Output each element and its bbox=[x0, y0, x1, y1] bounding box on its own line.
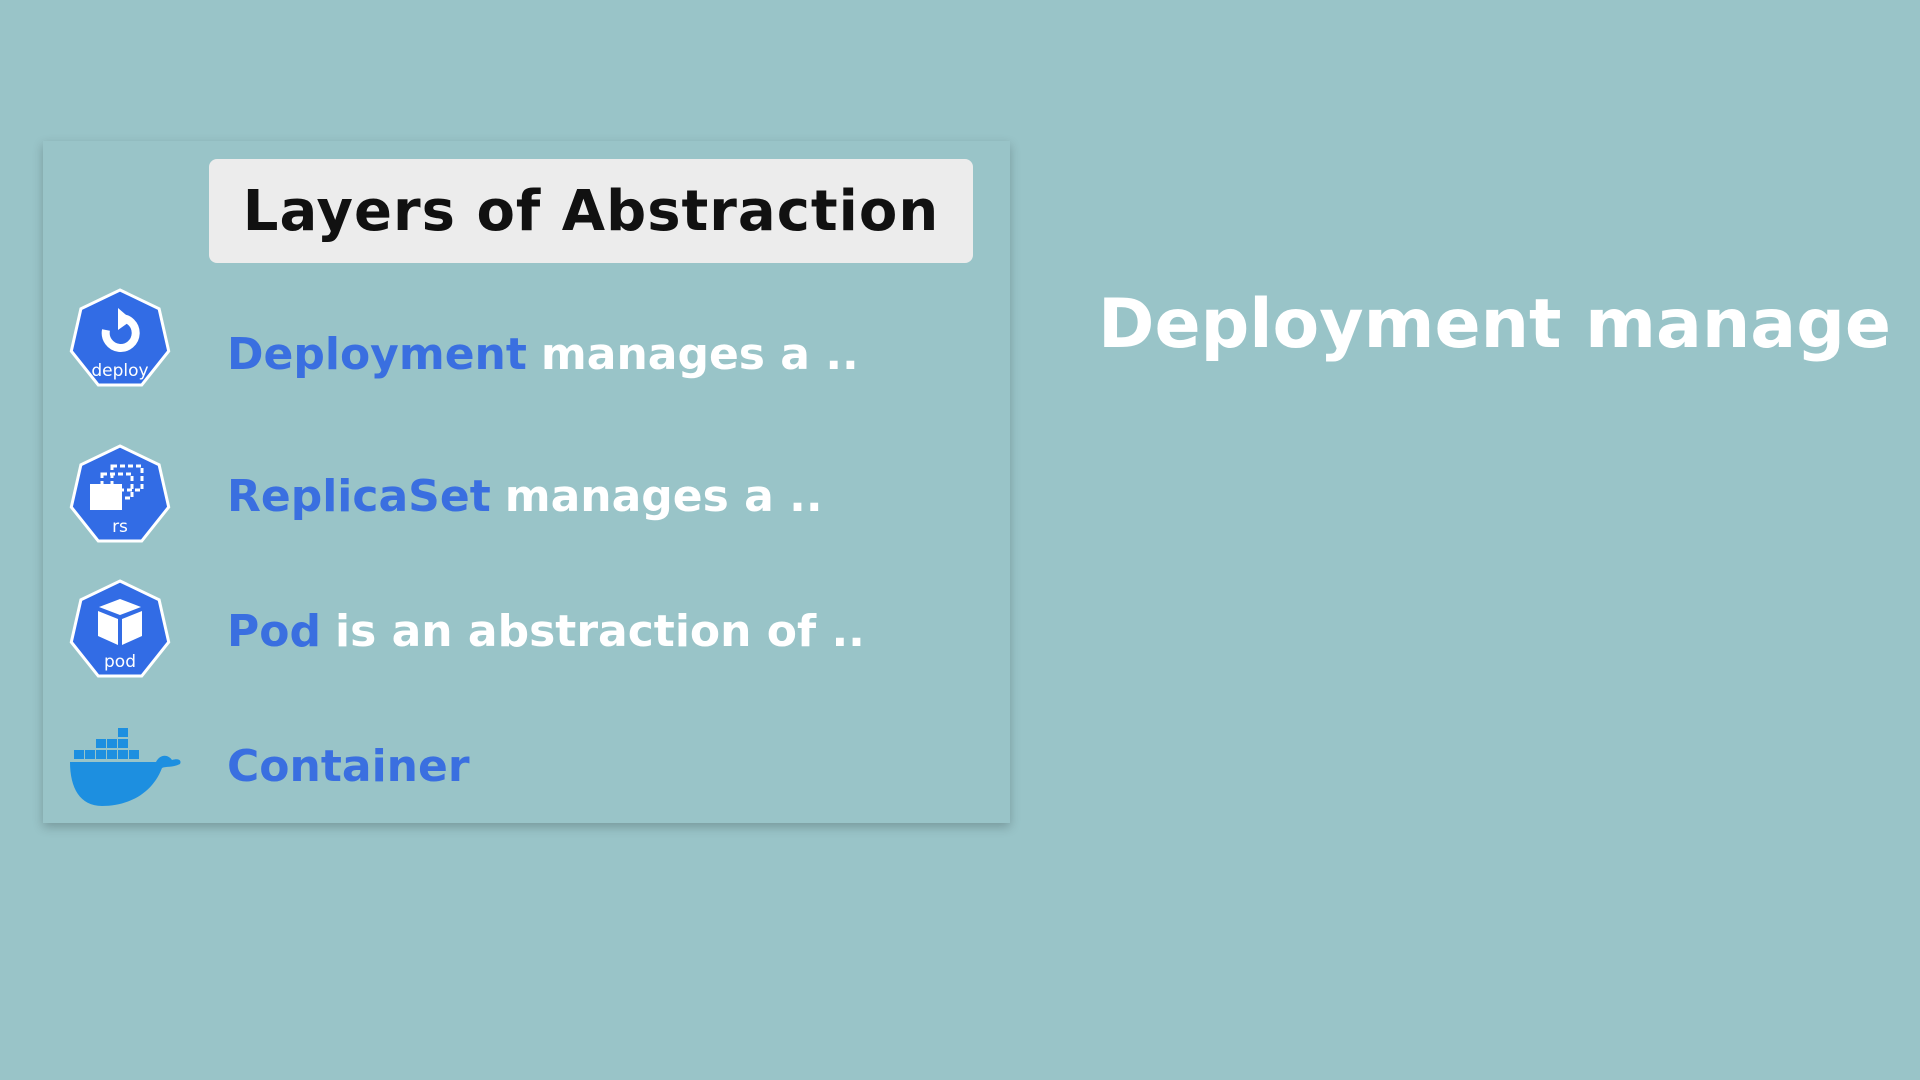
layer-name: Container bbox=[227, 740, 470, 792]
layer-row: Deployment manages a .. bbox=[227, 324, 859, 384]
icon-label: rs bbox=[112, 517, 128, 537]
pod-icon: pod bbox=[69, 579, 171, 678]
layer-row: Pod is an abstraction of .. bbox=[227, 601, 865, 661]
panel: Layers of Abstraction deploy Deployment m… bbox=[43, 141, 1010, 823]
title-box: Layers of Abstraction bbox=[209, 159, 973, 263]
layer-name: Deployment bbox=[227, 328, 527, 380]
caption: Deployment manage Pods bbox=[1098, 285, 1920, 364]
docker-icon bbox=[70, 728, 181, 806]
title: Layers of Abstraction bbox=[242, 178, 940, 244]
icon-label: deploy bbox=[91, 361, 148, 381]
layer-name: ReplicaSet bbox=[227, 470, 491, 522]
deploy-icon: deploy bbox=[69, 288, 171, 387]
layer-text: manages a .. bbox=[540, 328, 859, 380]
layer-row: ReplicaSet manages a .. bbox=[227, 466, 823, 526]
layer-name: Pod bbox=[227, 605, 321, 657]
layer-text: is an abstraction of .. bbox=[334, 605, 865, 657]
icon-label: pod bbox=[104, 652, 136, 672]
replicaset-icon: rs bbox=[69, 444, 171, 543]
layer-text: manages a .. bbox=[504, 470, 823, 522]
layer-row: Container bbox=[227, 736, 470, 796]
